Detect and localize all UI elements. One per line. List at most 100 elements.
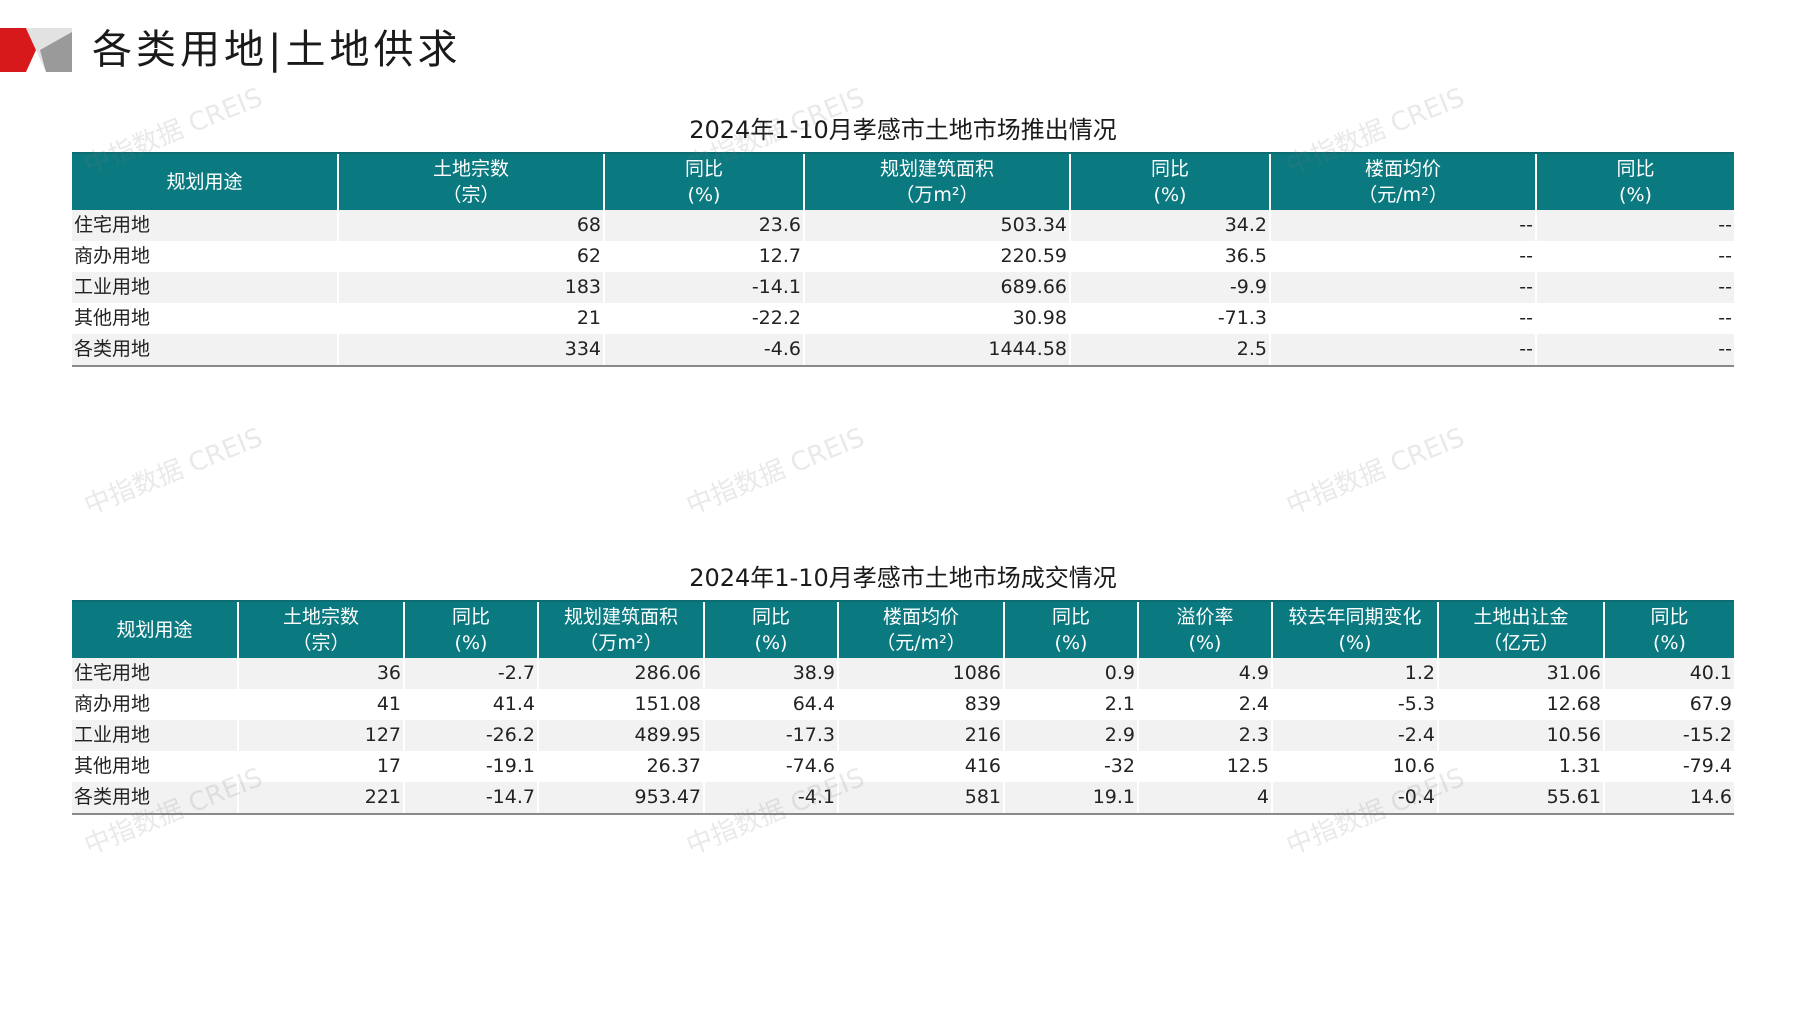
- table-cell: 19.1: [1003, 782, 1138, 815]
- table-cell: 其他用地: [72, 303, 338, 334]
- table-row: 住宅用地 68 23.6 503.34 34.2 -- --: [72, 210, 1734, 241]
- column-header: 同比 (%): [1003, 600, 1138, 658]
- table-cell: 31.06: [1437, 658, 1604, 689]
- table-row: 其他用地 17 -19.1 26.37 -74.6 416 -32 12.5 1…: [72, 751, 1734, 782]
- supply-table-header-row: 规划用途 土地宗数 （宗） 同比 (%) 规划建筑面积 （万m²） 同比 (%) 楼面均…: [72, 152, 1734, 210]
- column-header: 同比 (%): [1069, 152, 1270, 210]
- column-header: 同比 (%): [403, 600, 538, 658]
- watermark: 中指数据 CREIS: [1282, 422, 1469, 522]
- table-cell: 0.9: [1003, 658, 1138, 689]
- column-header: 土地宗数 （宗）: [337, 152, 604, 210]
- table-cell: 36: [237, 658, 404, 689]
- table-cell: --: [1535, 334, 1734, 367]
- table-cell: -9.9: [1069, 272, 1270, 303]
- table-cell: -22.2: [603, 303, 804, 334]
- table-cell: -4.6: [603, 334, 804, 367]
- table-cell: 221: [237, 782, 404, 815]
- table-row-total: 各类用地 334 -4.6 1444.58 2.5 -- --: [72, 334, 1734, 367]
- column-header: 同比 (%): [1535, 152, 1734, 210]
- table-cell: 工业用地: [72, 720, 238, 751]
- table-cell: 12.5: [1137, 751, 1272, 782]
- table-cell: 10.6: [1271, 751, 1438, 782]
- table-cell: -14.1: [603, 272, 804, 303]
- supply-table-section: 2024年1-10月孝感市土地市场推出情况 规划用途 土地宗数 （宗） 同比 (%)…: [72, 108, 1734, 367]
- table-cell: -5.3: [1271, 689, 1438, 720]
- table-cell: 839: [837, 689, 1004, 720]
- column-header: 楼面均价 （元/m²）: [1269, 152, 1536, 210]
- table-cell: 4.9: [1137, 658, 1272, 689]
- table-cell: 36.5: [1069, 241, 1270, 272]
- table-cell: -32: [1003, 751, 1138, 782]
- table-cell: 工业用地: [72, 272, 338, 303]
- column-header: 同比 (%): [603, 152, 804, 210]
- table-cell: 489.95: [537, 720, 704, 751]
- table-cell: -0.4: [1271, 782, 1438, 815]
- table-cell: 商办用地: [72, 241, 338, 272]
- table-cell: 14.6: [1603, 782, 1734, 815]
- column-header: 规划建筑面积 （万m²）: [537, 600, 704, 658]
- column-header: 规划用途: [72, 600, 238, 658]
- header-decoration-icon: [0, 28, 72, 72]
- table-cell: 各类用地: [72, 782, 238, 815]
- table-cell: 住宅用地: [72, 210, 338, 241]
- table-row: 其他用地 21 -22.2 30.98 -71.3 -- --: [72, 303, 1734, 334]
- table-cell: 21: [337, 303, 604, 334]
- table-cell: 64.4: [703, 689, 838, 720]
- table-cell: 1.2: [1271, 658, 1438, 689]
- table-cell: 2.1: [1003, 689, 1138, 720]
- table-cell: 581: [837, 782, 1004, 815]
- table-cell: 26.37: [537, 751, 704, 782]
- table-cell: --: [1535, 241, 1734, 272]
- table-cell: 38.9: [703, 658, 838, 689]
- column-header: 溢价率 (%): [1137, 600, 1272, 658]
- deal-table-caption: 2024年1-10月孝感市土地市场成交情况: [689, 564, 1117, 592]
- table-cell: -19.1: [403, 751, 538, 782]
- table-cell: 2.9: [1003, 720, 1138, 751]
- table-row: 商办用地 41 41.4 151.08 64.4 839 2.1 2.4 -5.…: [72, 689, 1734, 720]
- column-header: 土地宗数 （宗）: [237, 600, 404, 658]
- table-row: 工业用地 127 -26.2 489.95 -17.3 216 2.9 2.3 …: [72, 720, 1734, 751]
- table-cell: 商办用地: [72, 689, 238, 720]
- table-cell: 127: [237, 720, 404, 751]
- table-cell: --: [1535, 272, 1734, 303]
- table-cell: 1.31: [1437, 751, 1604, 782]
- table-cell: 286.06: [537, 658, 704, 689]
- table-cell: 41.4: [403, 689, 538, 720]
- table-cell: 953.47: [537, 782, 704, 815]
- table-cell: -71.3: [1069, 303, 1270, 334]
- column-header: 同比 (%): [1603, 600, 1734, 658]
- table-cell: 2.5: [1069, 334, 1270, 367]
- table-cell: 各类用地: [72, 334, 338, 367]
- table-cell: --: [1535, 303, 1734, 334]
- table-row: 商办用地 62 12.7 220.59 36.5 -- --: [72, 241, 1734, 272]
- table-cell: 住宅用地: [72, 658, 238, 689]
- table-cell: --: [1269, 272, 1536, 303]
- table-cell: 10.56: [1437, 720, 1604, 751]
- column-header: 规划用途: [72, 152, 338, 210]
- table-cell: 151.08: [537, 689, 704, 720]
- deal-table: 规划用途 土地宗数 （宗） 同比 (%) 规划建筑面积 （万m²） 同比 (%) 楼面均…: [72, 600, 1734, 815]
- table-cell: 1086: [837, 658, 1004, 689]
- table-cell: 183: [337, 272, 604, 303]
- column-header: 楼面均价 （元/m²）: [837, 600, 1004, 658]
- table-cell: 503.34: [803, 210, 1070, 241]
- column-header: 规划建筑面积 （万m²）: [803, 152, 1070, 210]
- table-cell: -2.7: [403, 658, 538, 689]
- table-row: 工业用地 183 -14.1 689.66 -9.9 -- --: [72, 272, 1734, 303]
- table-cell: 23.6: [603, 210, 804, 241]
- table-cell: --: [1269, 334, 1536, 367]
- table-cell: 其他用地: [72, 751, 238, 782]
- supply-table: 规划用途 土地宗数 （宗） 同比 (%) 规划建筑面积 （万m²） 同比 (%) 楼面均…: [72, 152, 1734, 367]
- column-header: 土地出让金 （亿元）: [1437, 600, 1604, 658]
- deal-table-header-row: 规划用途 土地宗数 （宗） 同比 (%) 规划建筑面积 （万m²） 同比 (%) 楼面均…: [72, 600, 1734, 658]
- table-cell: 17: [237, 751, 404, 782]
- table-cell: --: [1269, 303, 1536, 334]
- table-cell: 4: [1137, 782, 1272, 815]
- column-header: 较去年同期变化 (%): [1271, 600, 1438, 658]
- table-cell: -4.1: [703, 782, 838, 815]
- table-cell: 40.1: [1603, 658, 1734, 689]
- table-cell: 62: [337, 241, 604, 272]
- table-cell: 12.7: [603, 241, 804, 272]
- table-cell: 68: [337, 210, 604, 241]
- table-cell: --: [1269, 241, 1536, 272]
